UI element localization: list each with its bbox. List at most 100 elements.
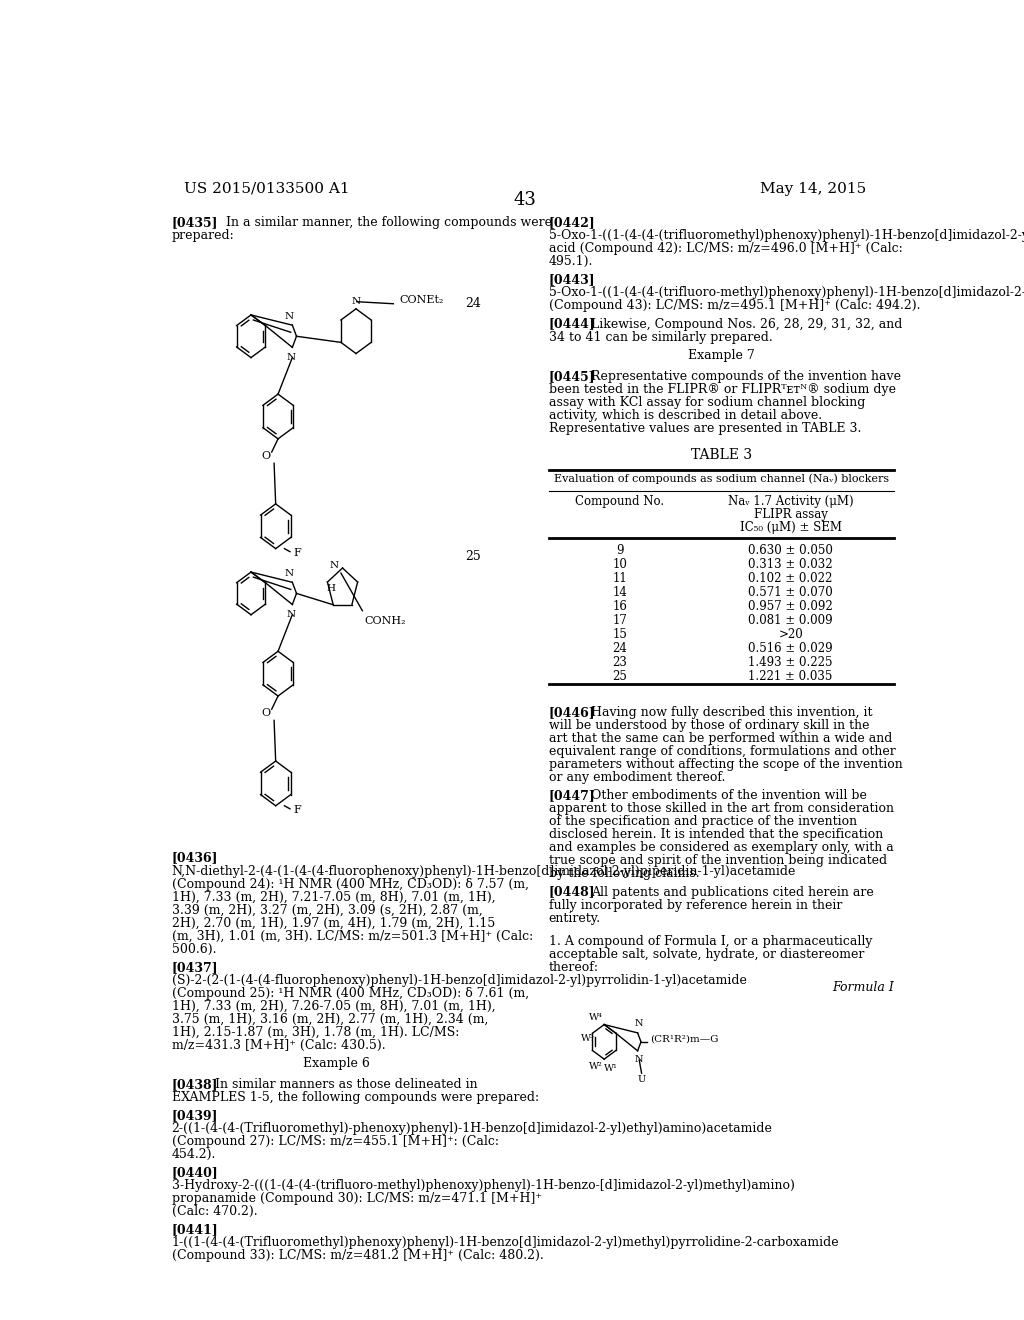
Text: 0.571 ± 0.070: 0.571 ± 0.070: [749, 586, 834, 599]
Text: In similar manners as those delineated in: In similar manners as those delineated i…: [214, 1078, 477, 1092]
Text: acceptable salt, solvate, hydrate, or diastereomer: acceptable salt, solvate, hydrate, or di…: [549, 948, 864, 961]
Text: (Compound 43): LC/MS: m/z=495.1 [M+H]⁺ (Calc: 494.2).: (Compound 43): LC/MS: m/z=495.1 [M+H]⁺ (…: [549, 300, 921, 313]
Text: 3-Hydroxy-2-(((1-(4-(4-(trifluoro-methyl)phenoxy)phenyl)-1H-benzo-[d]imidazol-2-: 3-Hydroxy-2-(((1-(4-(4-(trifluoro-methyl…: [172, 1179, 795, 1192]
Text: 25: 25: [465, 550, 481, 564]
Text: m/z=431.3 [M+H]⁺ (Calc: 430.5).: m/z=431.3 [M+H]⁺ (Calc: 430.5).: [172, 1039, 385, 1052]
Text: [0443]: [0443]: [549, 273, 595, 286]
Text: Other embodiments of the invention will be: Other embodiments of the invention will …: [592, 789, 867, 803]
Text: 34 to 41 can be similarly prepared.: 34 to 41 can be similarly prepared.: [549, 330, 772, 343]
Text: (m, 3H), 1.01 (m, 3H). LC/MS: m/z=501.3 [M+H]⁺ (Calc:: (m, 3H), 1.01 (m, 3H). LC/MS: m/z=501.3 …: [172, 929, 532, 942]
Text: 23: 23: [612, 656, 628, 669]
Text: Example 6: Example 6: [303, 1057, 370, 1071]
Text: 2-((1-(4-(4-(Trifluoromethyl)-phenoxy)phenyl)-1H-benzo[d]imidazol-2-yl)ethyl)ami: 2-((1-(4-(4-(Trifluoromethyl)-phenoxy)ph…: [172, 1122, 772, 1135]
Text: CONH₂: CONH₂: [365, 616, 407, 626]
Text: F: F: [293, 548, 301, 557]
Text: EXAMPLES 1-5, the following compounds were prepared:: EXAMPLES 1-5, the following compounds we…: [172, 1092, 539, 1104]
Text: [0446]: [0446]: [549, 706, 595, 719]
Text: F: F: [293, 805, 301, 814]
Text: [0436]: [0436]: [172, 851, 218, 865]
Text: Having now fully described this invention, it: Having now fully described this inventio…: [592, 706, 873, 719]
Text: N: N: [285, 569, 294, 578]
Text: N: N: [286, 352, 295, 362]
Text: N: N: [330, 561, 338, 570]
Text: activity, which is described in detail above.: activity, which is described in detail a…: [549, 409, 821, 422]
Text: >20: >20: [778, 628, 803, 640]
Text: 15: 15: [612, 628, 628, 640]
Text: O: O: [261, 451, 270, 461]
Text: (Calc: 470.2).: (Calc: 470.2).: [172, 1205, 257, 1218]
Text: 1H), 2.15-1.87 (m, 3H), 1.78 (m, 1H). LC/MS:: 1H), 2.15-1.87 (m, 3H), 1.78 (m, 1H). LC…: [172, 1026, 459, 1039]
Text: N: N: [351, 297, 360, 306]
Text: 0.313 ± 0.032: 0.313 ± 0.032: [749, 557, 833, 570]
Text: 1.493 ± 0.225: 1.493 ± 0.225: [749, 656, 833, 669]
Text: 43: 43: [513, 191, 537, 209]
Text: will be understood by those of ordinary skill in the: will be understood by those of ordinary …: [549, 719, 869, 733]
Text: 5-Oxo-1-((1-(4-(4-(trifluoromethyl)phenoxy)phenyl)-1H-benzo[d]imidazol-2-yl)meth: 5-Oxo-1-((1-(4-(4-(trifluoromethyl)pheno…: [549, 230, 1024, 243]
Text: acid (Compound 42): LC/MS: m/z=496.0 [M+H]⁺ (Calc:: acid (Compound 42): LC/MS: m/z=496.0 [M+…: [549, 243, 902, 255]
Text: [0441]: [0441]: [172, 1224, 218, 1237]
Text: [0438]: [0438]: [172, 1078, 218, 1092]
Text: and examples be considered as exemplary only, with a: and examples be considered as exemplary …: [549, 841, 893, 854]
Text: 24: 24: [612, 642, 628, 655]
Text: fully incorporated by reference herein in their: fully incorporated by reference herein i…: [549, 899, 842, 912]
Text: N: N: [286, 610, 295, 619]
Text: [0445]: [0445]: [549, 370, 595, 383]
Text: apparent to those skilled in the art from consideration: apparent to those skilled in the art fro…: [549, 803, 894, 816]
Text: 0.102 ± 0.022: 0.102 ± 0.022: [749, 572, 833, 585]
Text: [0437]: [0437]: [172, 961, 218, 974]
Text: 5-Oxo-1-((1-(4-(4-(trifluoro-methyl)phenoxy)phenyl)-1H-benzo[d]imidazol-2-yl)met: 5-Oxo-1-((1-(4-(4-(trifluoro-methyl)phen…: [549, 286, 1024, 300]
Text: 495.1).: 495.1).: [549, 255, 593, 268]
Text: [0435]: [0435]: [172, 216, 218, 230]
Text: 1. A compound of Formula I, or a pharmaceutically: 1. A compound of Formula I, or a pharmac…: [549, 935, 872, 948]
Text: IC₅₀ (μM) ± SEM: IC₅₀ (μM) ± SEM: [739, 521, 842, 535]
Text: Naᵥ 1.7 Activity (μM): Naᵥ 1.7 Activity (μM): [728, 495, 853, 508]
Text: 14: 14: [612, 586, 628, 599]
Text: Evaluation of compounds as sodium channel (Naᵥ) blockers: Evaluation of compounds as sodium channe…: [554, 474, 889, 484]
Text: W³: W³: [581, 1034, 595, 1043]
Text: (Compound 24): ¹H NMR (400 MHz, CD₃OD): δ 7.57 (m,: (Compound 24): ¹H NMR (400 MHz, CD₃OD): …: [172, 878, 528, 891]
Text: (CR¹R²)m—G: (CR¹R²)m—G: [650, 1035, 719, 1043]
Text: Compound No.: Compound No.: [575, 495, 665, 508]
Text: 11: 11: [612, 572, 628, 585]
Text: Example 7: Example 7: [688, 348, 755, 362]
Text: art that the same can be performed within a wide and: art that the same can be performed withi…: [549, 733, 892, 746]
Text: disclosed herein. It is intended that the specification: disclosed herein. It is intended that th…: [549, 829, 883, 841]
Text: Representative compounds of the invention have: Representative compounds of the inventio…: [592, 370, 901, 383]
Text: 3.75 (m, 1H), 3.16 (m, 2H), 2.77 (m, 1H), 2.34 (m,: 3.75 (m, 1H), 3.16 (m, 2H), 2.77 (m, 1H)…: [172, 1012, 488, 1026]
Text: assay with KCl assay for sodium channel blocking: assay with KCl assay for sodium channel …: [549, 396, 865, 409]
Text: thereof:: thereof:: [549, 961, 599, 974]
Text: W⁴: W⁴: [589, 1014, 603, 1022]
Text: 17: 17: [612, 614, 628, 627]
Text: 9: 9: [616, 544, 624, 557]
Text: CONEt₂: CONEt₂: [399, 294, 444, 305]
Text: (Compound 25): ¹H NMR (400 MHz, CD₃OD): δ 7.61 (m,: (Compound 25): ¹H NMR (400 MHz, CD₃OD): …: [172, 987, 528, 999]
Text: FLIPR assay: FLIPR assay: [754, 508, 827, 521]
Text: 10: 10: [612, 557, 628, 570]
Text: true scope and spirit of the invention being indicated: true scope and spirit of the invention b…: [549, 854, 887, 867]
Text: 0.516 ± 0.029: 0.516 ± 0.029: [749, 642, 833, 655]
Text: 1H), 7.33 (m, 2H), 7.21-7.05 (m, 8H), 7.01 (m, 1H),: 1H), 7.33 (m, 2H), 7.21-7.05 (m, 8H), 7.…: [172, 891, 496, 904]
Text: N: N: [634, 1019, 643, 1028]
Text: 1.221 ± 0.035: 1.221 ± 0.035: [749, 669, 833, 682]
Text: N: N: [285, 312, 294, 321]
Text: W²: W²: [589, 1061, 603, 1071]
Text: N,N-diethyl-2-(4-(1-(4-(4-fluorophenoxy)phenyl)-1H-benzo[d]imidazol-2-yl)piperid: N,N-diethyl-2-(4-(1-(4-(4-fluorophenoxy)…: [172, 865, 796, 878]
Text: In a similar manner, the following compounds were: In a similar manner, the following compo…: [225, 216, 552, 230]
Text: TABLE 3: TABLE 3: [690, 447, 752, 462]
Text: 1-((1-(4-(4-(Trifluoromethyl)phenoxy)phenyl)-1H-benzo[d]imidazol-2-yl)methyl)pyr: 1-((1-(4-(4-(Trifluoromethyl)phenoxy)phe…: [172, 1237, 840, 1250]
Text: N: N: [634, 1056, 643, 1064]
Text: equivalent range of conditions, formulations and other: equivalent range of conditions, formulat…: [549, 746, 895, 758]
Text: [0447]: [0447]: [549, 789, 595, 803]
Text: May 14, 2015: May 14, 2015: [760, 182, 866, 195]
Text: Representative values are presented in TABLE 3.: Representative values are presented in T…: [549, 422, 861, 434]
Text: 454.2).: 454.2).: [172, 1148, 216, 1162]
Text: 0.630 ± 0.050: 0.630 ± 0.050: [749, 544, 834, 557]
Text: W¹: W¹: [603, 1064, 617, 1073]
Text: (Compound 33): LC/MS: m/z=481.2 [M+H]⁺ (Calc: 480.2).: (Compound 33): LC/MS: m/z=481.2 [M+H]⁺ (…: [172, 1250, 544, 1262]
Text: 25: 25: [612, 669, 628, 682]
Text: (S)-2-(2-(1-(4-(4-fluorophenoxy)phenyl)-1H-benzo[d]imidazol-2-yl)pyrrolidin-1-yl: (S)-2-(2-(1-(4-(4-fluorophenoxy)phenyl)-…: [172, 974, 746, 987]
Text: 16: 16: [612, 599, 628, 612]
Text: by the following claims.: by the following claims.: [549, 867, 699, 880]
Text: parameters without affecting the scope of the invention: parameters without affecting the scope o…: [549, 758, 902, 771]
Text: 0.081 ± 0.009: 0.081 ± 0.009: [749, 614, 833, 627]
